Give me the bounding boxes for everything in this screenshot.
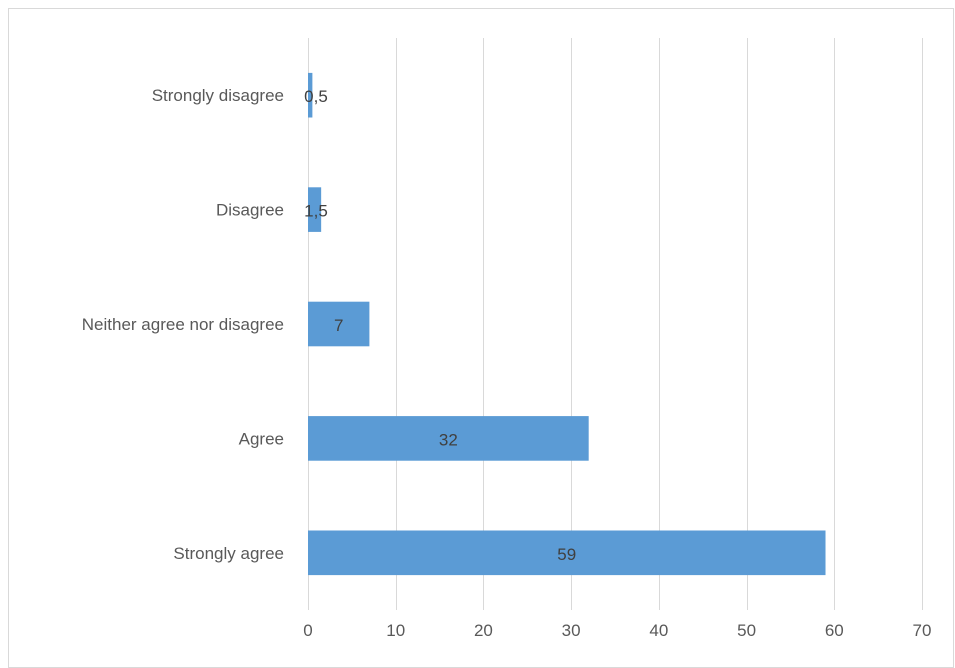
x-tick-label: 40 <box>649 621 668 640</box>
bar-strongly-disagree <box>308 72 313 118</box>
x-tick-label: 0 <box>303 621 312 640</box>
category-label: Disagree <box>216 201 284 220</box>
x-tick-label: 70 <box>913 621 932 640</box>
category-label: Strongly agree <box>173 544 284 563</box>
bar-agree <box>308 416 589 461</box>
gridlines <box>308 38 923 610</box>
value-labels: 0,5 1,5 7 32 59 <box>304 87 576 564</box>
value-label: 59 <box>557 545 576 564</box>
category-labels: Strongly disagree Disagree Neither agree n… <box>82 86 284 563</box>
x-tick-label: 30 <box>562 621 581 640</box>
bar-chart: Strongly disagree Disagree Neither agree n… <box>82 38 931 640</box>
value-label: 32 <box>439 430 458 449</box>
bar-neither-agree-nor-disagree <box>308 301 370 347</box>
category-label: Agree <box>239 429 284 448</box>
bar-strongly-agree <box>308 530 826 576</box>
x-tick-label: 60 <box>825 621 844 640</box>
bars <box>308 72 826 576</box>
value-label: 0,5 <box>304 87 328 106</box>
x-tick-label: 10 <box>386 621 405 640</box>
value-label: 1,5 <box>304 202 328 221</box>
x-axis-tick-labels: 0 10 20 30 40 50 60 70 <box>303 621 931 640</box>
bar-disagree <box>308 187 322 232</box>
value-label: 7 <box>334 316 343 335</box>
category-label: Neither agree nor disagree <box>82 315 284 334</box>
x-tick-label: 50 <box>737 621 756 640</box>
category-label: Strongly disagree <box>152 86 284 105</box>
x-tick-label: 20 <box>474 621 493 640</box>
